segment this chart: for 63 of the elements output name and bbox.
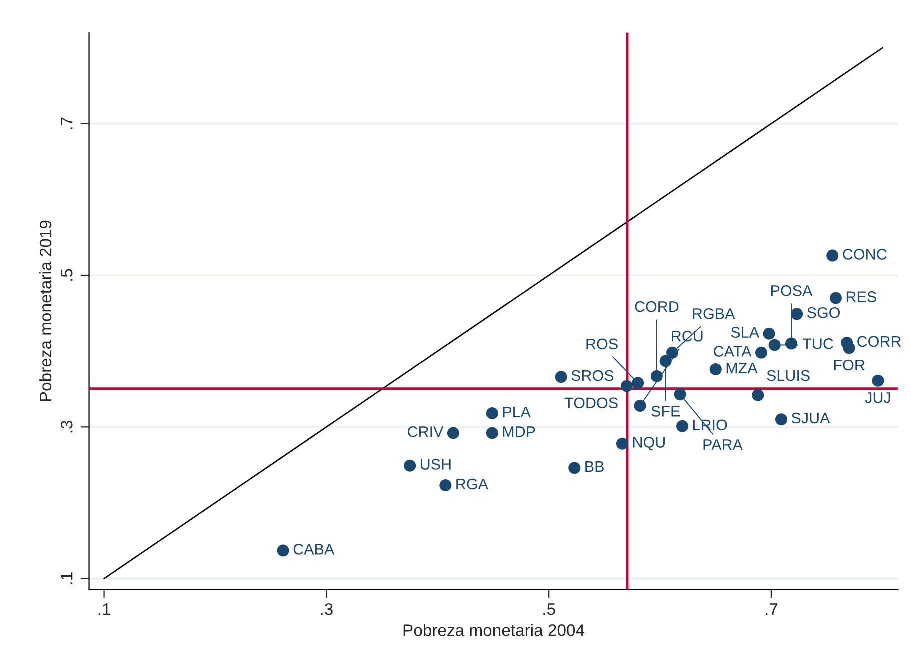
point [447,427,460,440]
point [620,380,633,392]
annotation: MZA [726,362,758,374]
point [752,389,764,402]
y-tick-label: .3 [60,420,73,433]
point [568,462,581,474]
annotation: SFE [652,406,680,417]
point [826,250,839,262]
annotation: CRIV [408,426,444,438]
point [634,400,646,412]
y-tick-label: .1 [61,572,73,584]
annotation: CONC [843,249,887,260]
annotation: CORD [635,301,679,312]
point [872,374,884,387]
point [768,339,781,352]
annotation: SGO [807,307,840,318]
annotation: FOR [834,360,865,371]
point [632,377,644,390]
annotation: CORR [858,336,902,348]
point [755,346,768,359]
point [676,420,689,432]
annotation: SJUA [792,412,830,424]
annotation: CATA [714,346,752,357]
point [710,364,722,376]
annotation: PARA [704,440,743,450]
x-tick-label: .7 [766,604,778,616]
y-tick-label: .7 [61,118,73,130]
point [763,328,776,340]
point [486,427,498,440]
point [404,460,416,472]
annotation: TUC [802,338,834,350]
annotation: NQU [633,437,665,451]
y-axis-title: Pobreza monetaria 2019 [39,220,52,402]
annotation: SLUIS [767,370,810,382]
annotation: TODOS [564,398,618,409]
point [277,544,290,557]
point [843,342,856,354]
annotation: PLA [503,406,531,418]
annotation: RES [846,292,876,302]
point [791,308,804,320]
x-tick-label: .1 [98,604,110,616]
annotation: JUJ [865,392,890,404]
point [486,408,498,420]
point [616,438,628,450]
annotation: BB [586,462,604,472]
point [775,414,788,426]
x-tick-label: .5 [544,604,556,616]
point [674,388,686,401]
annotation: ROS [586,338,618,350]
annotation: SROS [572,370,614,382]
x-axis-title: Pobreza monetaria 2004 [404,624,585,636]
y-tick-label: .5 [61,269,73,281]
annotation: CABA [294,544,335,555]
point [440,480,452,492]
annotation: SLA [731,327,760,338]
annotation: RGBA [693,308,736,320]
annotation: MDP [503,426,536,438]
annotation: RGA [456,478,488,490]
x-tick-label: .3 [321,603,333,616]
annotation: USH [420,459,451,470]
annotation: POSA [772,285,813,296]
point [830,292,842,304]
point [555,371,568,384]
